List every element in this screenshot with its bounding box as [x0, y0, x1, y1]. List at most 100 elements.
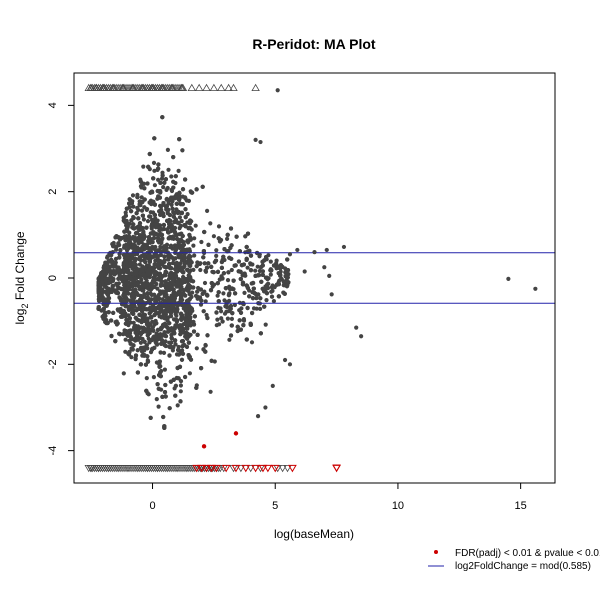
- x-tick-label: 15: [515, 500, 527, 512]
- capped-down-significant-inner: [332, 464, 341, 472]
- data-point: [176, 220, 181, 225]
- data-point: [224, 309, 229, 314]
- data-point: [128, 328, 133, 333]
- data-point: [188, 323, 193, 328]
- significant-point: [233, 431, 239, 436]
- data-point: [215, 281, 220, 286]
- legend-point-marker: [434, 550, 438, 554]
- outlier-point: [287, 362, 293, 367]
- data-point: [212, 359, 217, 364]
- data-point: [133, 324, 139, 329]
- x-tick-label: 0: [149, 500, 155, 512]
- data-point: [163, 394, 168, 399]
- data-point: [214, 310, 219, 315]
- data-point: [169, 195, 174, 200]
- data-point: [176, 209, 181, 215]
- capped-markers: [84, 83, 341, 473]
- data-point: [173, 256, 178, 261]
- data-point: [144, 225, 149, 230]
- data-point: [169, 255, 174, 260]
- data-point: [157, 225, 162, 230]
- data-point: [173, 267, 178, 272]
- data-point: [141, 181, 146, 186]
- data-point: [155, 264, 160, 269]
- data-point: [97, 298, 102, 303]
- data-point: [127, 349, 132, 355]
- data-point: [190, 190, 195, 195]
- data-point: [137, 312, 142, 317]
- data-point: [225, 316, 230, 321]
- data-point: [123, 213, 128, 218]
- outlier-point: [312, 250, 317, 255]
- data-point: [163, 269, 168, 274]
- data-point: [195, 260, 200, 265]
- data-point: [268, 259, 273, 264]
- data-point: [137, 297, 143, 302]
- data-point: [174, 245, 179, 251]
- data-point: [187, 371, 192, 376]
- data-point: [131, 311, 136, 316]
- data-point: [152, 246, 157, 251]
- data-point: [158, 244, 163, 249]
- data-point: [127, 197, 132, 202]
- data-point: [161, 414, 166, 420]
- data-point: [109, 318, 114, 323]
- data-point: [178, 399, 183, 404]
- capped-down-marker: [143, 464, 152, 473]
- data-point: [123, 349, 128, 354]
- data-point: [139, 208, 145, 213]
- data-point: [154, 249, 159, 255]
- data-point: [145, 181, 150, 186]
- data-point: [142, 327, 148, 332]
- data-point: [156, 166, 161, 171]
- data-point: [175, 281, 180, 286]
- data-point: [149, 224, 154, 229]
- data-point: [123, 210, 128, 215]
- data-point: [180, 339, 185, 344]
- data-point: [162, 424, 167, 429]
- data-point: [173, 383, 178, 388]
- data-point: [177, 263, 182, 268]
- outlier-point: [263, 405, 268, 410]
- data-point: [229, 243, 234, 248]
- data-point: [202, 229, 207, 235]
- data-point: [151, 335, 156, 340]
- data-point: [155, 382, 160, 387]
- outlier-point: [282, 357, 288, 363]
- data-point: [98, 272, 104, 278]
- data-point: [124, 329, 129, 334]
- data-point: [278, 263, 283, 268]
- data-point: [209, 264, 214, 269]
- capped-down-marker: [104, 464, 113, 473]
- data-point: [160, 394, 165, 399]
- data-point: [244, 257, 249, 262]
- data-point: [216, 299, 221, 304]
- data-point: [167, 221, 172, 226]
- data-point: [241, 262, 246, 267]
- data-point: [183, 207, 188, 212]
- data-point: [200, 291, 205, 296]
- data-point: [180, 344, 185, 349]
- data-point: [221, 291, 226, 296]
- data-point: [131, 222, 136, 227]
- capped-up-marker: [251, 83, 260, 92]
- data-point: [100, 295, 105, 300]
- data-point: [167, 212, 172, 218]
- data-point: [156, 162, 161, 167]
- data-point: [187, 284, 192, 289]
- data-point: [163, 333, 168, 338]
- data-point: [130, 266, 135, 271]
- data-point: [141, 164, 146, 169]
- data-point: [140, 315, 145, 320]
- data-point: [186, 248, 191, 254]
- data-point: [128, 341, 133, 346]
- data-point: [194, 385, 199, 390]
- outlier-point: [295, 247, 300, 253]
- data-point: [279, 276, 284, 281]
- data-point: [100, 298, 106, 303]
- data-point: [166, 207, 171, 212]
- data-point: [158, 180, 163, 185]
- data-point: [135, 205, 140, 211]
- capped-down-marker: [123, 464, 133, 473]
- data-point: [121, 312, 126, 317]
